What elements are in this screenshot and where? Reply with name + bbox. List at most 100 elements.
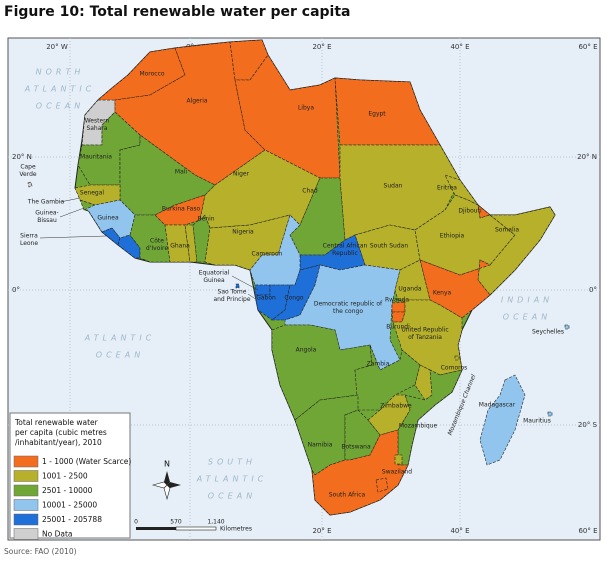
source: Source: FAO (2010) <box>4 547 77 556</box>
country-label: Algeria <box>186 98 207 105</box>
country-label: Mozambique <box>399 423 438 430</box>
country <box>254 284 271 296</box>
legend-swatch <box>13 528 39 540</box>
country-label: Ghana <box>170 243 190 250</box>
graticule-label: 40° E <box>450 527 469 535</box>
country-label: Sao Tome <box>218 289 247 296</box>
country <box>77 111 141 186</box>
country-label: Guinea <box>203 277 225 284</box>
country-label: Niger <box>233 171 250 178</box>
country-label: Libya <box>298 105 314 112</box>
country-label: Sudan <box>384 183 403 190</box>
country-label: Equatorial <box>199 270 230 277</box>
country-label: Sierra <box>20 233 38 240</box>
ocean-label: OCEAN <box>36 102 84 111</box>
country-label: Côte <box>150 238 164 245</box>
legend-title: per capita (cubic metres <box>15 428 107 437</box>
ocean-label: OCEAN <box>208 492 256 501</box>
country-label: South Sudan <box>370 243 408 250</box>
country-label: Congo <box>284 295 303 302</box>
country-label: Bissau <box>37 217 57 224</box>
country-label: Western <box>85 118 110 125</box>
legend-label: 25001 - 205788 <box>42 515 102 524</box>
ocean-label: NORTH <box>36 68 85 77</box>
country <box>375 477 389 493</box>
country-label: Kenya <box>433 290 452 297</box>
graticule-label: 60° E <box>578 527 597 535</box>
legend-swatch <box>13 470 39 482</box>
country-label: Chad <box>302 188 318 195</box>
graticule-label: 20° W <box>46 43 68 51</box>
country <box>419 259 491 319</box>
legend-swatch <box>13 513 39 526</box>
country-label: Burkina Faso <box>162 206 201 213</box>
legend-label: 1 - 1000 (Water Scarce) <box>42 457 131 466</box>
country-label: Benin <box>197 216 214 223</box>
country <box>249 214 301 286</box>
country <box>284 264 401 371</box>
country-label: the congo <box>333 308 363 315</box>
country <box>234 54 341 179</box>
land <box>27 39 570 516</box>
country-label: Zambia <box>367 361 390 368</box>
ocean-label: OCEAN <box>96 351 144 360</box>
country-label: Somalia <box>495 227 519 234</box>
scale-label: 0 <box>134 519 138 526</box>
country-label: Mauritius <box>523 418 551 425</box>
graticule-label: 20° E <box>312 527 331 535</box>
country <box>564 324 570 330</box>
country-label: Leone <box>20 240 38 247</box>
ocean-label: INDIAN <box>501 296 553 305</box>
country <box>114 41 266 186</box>
legend-swatch <box>13 499 39 511</box>
country-label: Djibouti <box>458 208 482 215</box>
country-label: Gabon <box>256 295 276 302</box>
ocean-label: ATLANTIC <box>196 475 268 484</box>
legend-swatch <box>13 455 39 468</box>
country-label: d'Ivoire <box>146 245 168 252</box>
country-label: Comoros <box>441 365 468 372</box>
country-label: South Africa <box>329 492 366 499</box>
country <box>235 283 240 289</box>
scale-label: 570 <box>170 519 182 526</box>
country-label: Mali <box>175 169 188 176</box>
country <box>479 374 526 466</box>
leader-lines <box>39 197 259 301</box>
country <box>391 301 406 313</box>
north-arrow: N <box>151 460 181 501</box>
country <box>477 206 556 296</box>
country <box>164 224 191 263</box>
country <box>27 181 33 188</box>
legend-title: Total renewable water <box>14 418 99 427</box>
country <box>199 149 321 229</box>
country-label: Uganda <box>398 286 421 293</box>
country-label: Sahara <box>86 125 107 132</box>
graticule-label: 60° E <box>578 43 597 51</box>
graticule-label: 20° N <box>577 153 597 161</box>
country-label: Eritrea <box>437 185 457 192</box>
country-label: of Tanzania <box>408 334 442 341</box>
legend-label: 1001 - 2500 <box>42 472 88 481</box>
country <box>354 344 421 411</box>
country <box>547 411 553 417</box>
ocean-label: ATLANTIC <box>24 85 96 94</box>
legend-label: 10001 - 25000 <box>42 501 97 510</box>
country-label: Madagascar <box>479 402 516 409</box>
north-label: N <box>164 460 170 469</box>
country-label: Botswana <box>341 444 371 451</box>
country <box>394 454 403 465</box>
country-label: Seychelles <box>532 329 564 336</box>
country-label: Egypt <box>368 111 386 118</box>
ocean-label: OCEAN <box>503 313 551 322</box>
ocean-label: ATLANTIC <box>84 334 156 343</box>
country-label: Swaziland <box>382 469 412 476</box>
country-label: and Principe <box>213 296 250 303</box>
country-label: Namibia <box>308 442 333 449</box>
country <box>454 355 460 361</box>
country <box>344 409 381 461</box>
ocean-label: SOUTH <box>208 458 256 467</box>
